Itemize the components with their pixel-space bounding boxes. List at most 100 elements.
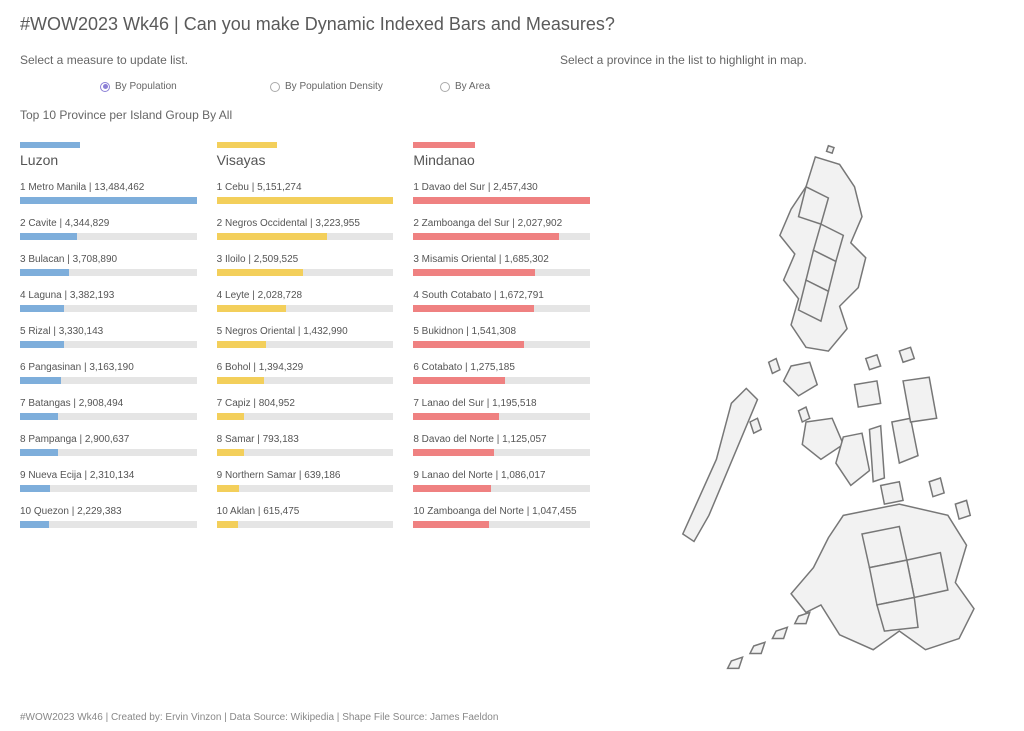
bar-track bbox=[20, 197, 197, 204]
bar-fill bbox=[413, 413, 499, 420]
bar-label: 6 Bohol | 1,394,329 bbox=[217, 362, 394, 373]
measure-radio-by-area[interactable]: By Area bbox=[440, 81, 610, 92]
bar-track bbox=[413, 305, 590, 312]
bar-label: 8 Davao del Norte | 1,125,057 bbox=[413, 434, 590, 445]
bar-row[interactable]: 1 Cebu | 5,151,274 bbox=[217, 182, 394, 204]
map-region[interactable] bbox=[728, 657, 743, 668]
bar-label: 1 Davao del Sur | 2,457,430 bbox=[413, 182, 590, 193]
map-region[interactable] bbox=[799, 407, 810, 422]
bar-row[interactable]: 7 Lanao del Sur | 1,195,518 bbox=[413, 398, 590, 420]
map-region[interactable] bbox=[903, 377, 937, 422]
bar-fill bbox=[413, 521, 488, 528]
bar-track bbox=[20, 305, 197, 312]
bar-track bbox=[413, 233, 590, 240]
bar-row[interactable]: 1 Davao del Sur | 2,457,430 bbox=[413, 182, 590, 204]
bar-row[interactable]: 10 Aklan | 615,475 bbox=[217, 506, 394, 528]
bar-row[interactable]: 2 Negros Occidental | 3,223,955 bbox=[217, 218, 394, 240]
bar-row[interactable]: 4 Laguna | 3,382,193 bbox=[20, 290, 197, 312]
map-region[interactable] bbox=[769, 359, 780, 374]
bar-fill bbox=[217, 449, 244, 456]
map-region[interactable] bbox=[750, 642, 765, 653]
bar-row[interactable]: 6 Cotabato | 1,275,185 bbox=[413, 362, 590, 384]
bar-fill bbox=[20, 485, 50, 492]
bar-row[interactable]: 10 Quezon | 2,229,383 bbox=[20, 506, 197, 528]
bar-fill bbox=[413, 449, 494, 456]
bar-label: 9 Nueva Ecija | 2,310,134 bbox=[20, 470, 197, 481]
measure-radio-by-population[interactable]: By Population bbox=[100, 81, 270, 92]
map-region[interactable] bbox=[866, 355, 881, 370]
bar-row[interactable]: 7 Batangas | 2,908,494 bbox=[20, 398, 197, 420]
bar-row[interactable]: 3 Bulacan | 3,708,890 bbox=[20, 254, 197, 276]
footer-credits: #WOW2023 Wk46 | Created by: Ervin Vinzon… bbox=[20, 712, 1004, 723]
bar-row[interactable]: 6 Pangasinan | 3,163,190 bbox=[20, 362, 197, 384]
bar-row[interactable]: 10 Zamboanga del Norte | 1,047,455 bbox=[413, 506, 590, 528]
map-region[interactable] bbox=[772, 627, 787, 638]
bar-track bbox=[20, 269, 197, 276]
bar-fill bbox=[413, 485, 491, 492]
map-region[interactable] bbox=[881, 482, 903, 504]
map-region[interactable] bbox=[750, 418, 761, 433]
bar-row[interactable]: 9 Lanao del Norte | 1,086,017 bbox=[413, 470, 590, 492]
bar-label: 8 Samar | 793,183 bbox=[217, 434, 394, 445]
bar-label: 6 Pangasinan | 3,163,190 bbox=[20, 362, 197, 373]
bar-row[interactable]: 3 Misamis Oriental | 1,685,302 bbox=[413, 254, 590, 276]
map-region[interactable] bbox=[802, 418, 843, 459]
bar-fill bbox=[20, 521, 49, 528]
map-region[interactable] bbox=[784, 362, 818, 396]
bar-label: 3 Iloilo | 2,509,525 bbox=[217, 254, 394, 265]
bar-label: 10 Zamboanga del Norte | 1,047,455 bbox=[413, 506, 590, 517]
bar-row[interactable]: 1 Metro Manila | 13,484,462 bbox=[20, 182, 197, 204]
bar-label: 5 Negros Oriental | 1,432,990 bbox=[217, 326, 394, 337]
bar-fill bbox=[413, 305, 533, 312]
radio-dot-icon bbox=[440, 82, 450, 92]
bar-row[interactable]: 7 Capiz | 804,952 bbox=[217, 398, 394, 420]
bar-row[interactable]: 5 Negros Oriental | 1,432,990 bbox=[217, 326, 394, 348]
map-region[interactable] bbox=[827, 146, 834, 153]
bar-track bbox=[20, 377, 197, 384]
bar-row[interactable]: 8 Samar | 793,183 bbox=[217, 434, 394, 456]
bar-track bbox=[20, 449, 197, 456]
bar-row[interactable]: 9 Nueva Ecija | 2,310,134 bbox=[20, 470, 197, 492]
radio-dot-icon bbox=[100, 82, 110, 92]
bar-row[interactable]: 3 Iloilo | 2,509,525 bbox=[217, 254, 394, 276]
bar-fill bbox=[413, 341, 524, 348]
bar-fill bbox=[413, 197, 590, 204]
bar-track bbox=[413, 485, 590, 492]
bar-fill bbox=[217, 521, 238, 528]
bar-row[interactable]: 5 Rizal | 3,330,143 bbox=[20, 326, 197, 348]
bar-row[interactable]: 2 Zamboanga del Sur | 2,027,902 bbox=[413, 218, 590, 240]
bar-label: 4 South Cotabato | 1,672,791 bbox=[413, 290, 590, 301]
bar-row[interactable]: 4 South Cotabato | 1,672,791 bbox=[413, 290, 590, 312]
map-region[interactable] bbox=[869, 426, 884, 482]
bar-label: 10 Aklan | 615,475 bbox=[217, 506, 394, 517]
map-region[interactable] bbox=[899, 347, 914, 362]
bar-label: 7 Lanao del Sur | 1,195,518 bbox=[413, 398, 590, 409]
bar-row[interactable]: 6 Bohol | 1,394,329 bbox=[217, 362, 394, 384]
bar-row[interactable]: 8 Davao del Norte | 1,125,057 bbox=[413, 434, 590, 456]
bar-fill bbox=[217, 413, 245, 420]
bar-track bbox=[217, 413, 394, 420]
instructions-row: Select a measure to update list. Select … bbox=[20, 53, 1004, 67]
map-region[interactable] bbox=[955, 500, 970, 519]
bar-row[interactable]: 5 Bukidnon | 1,541,308 bbox=[413, 326, 590, 348]
bar-row[interactable]: 8 Pampanga | 2,900,637 bbox=[20, 434, 197, 456]
measure-radio-by-population-density[interactable]: By Population Density bbox=[270, 81, 440, 92]
bar-label: 1 Cebu | 5,151,274 bbox=[217, 182, 394, 193]
bar-track bbox=[217, 269, 394, 276]
bar-label: 3 Bulacan | 3,708,890 bbox=[20, 254, 197, 265]
bar-fill bbox=[217, 233, 328, 240]
bar-row[interactable]: 2 Cavite | 4,344,829 bbox=[20, 218, 197, 240]
map-region[interactable] bbox=[929, 478, 944, 497]
bar-label: 5 Rizal | 3,330,143 bbox=[20, 326, 197, 337]
map-region[interactable] bbox=[855, 381, 881, 407]
philippines-map[interactable] bbox=[616, 142, 996, 702]
map-region[interactable] bbox=[683, 388, 758, 541]
bar-fill bbox=[217, 197, 394, 204]
bar-fill bbox=[20, 305, 64, 312]
bar-label: 9 Lanao del Norte | 1,086,017 bbox=[413, 470, 590, 481]
bar-row[interactable]: 4 Leyte | 2,028,728 bbox=[217, 290, 394, 312]
map-region[interactable] bbox=[892, 418, 918, 463]
bar-row[interactable]: 9 Northern Samar | 639,186 bbox=[217, 470, 394, 492]
bar-track bbox=[413, 341, 590, 348]
map-region[interactable] bbox=[795, 612, 810, 623]
